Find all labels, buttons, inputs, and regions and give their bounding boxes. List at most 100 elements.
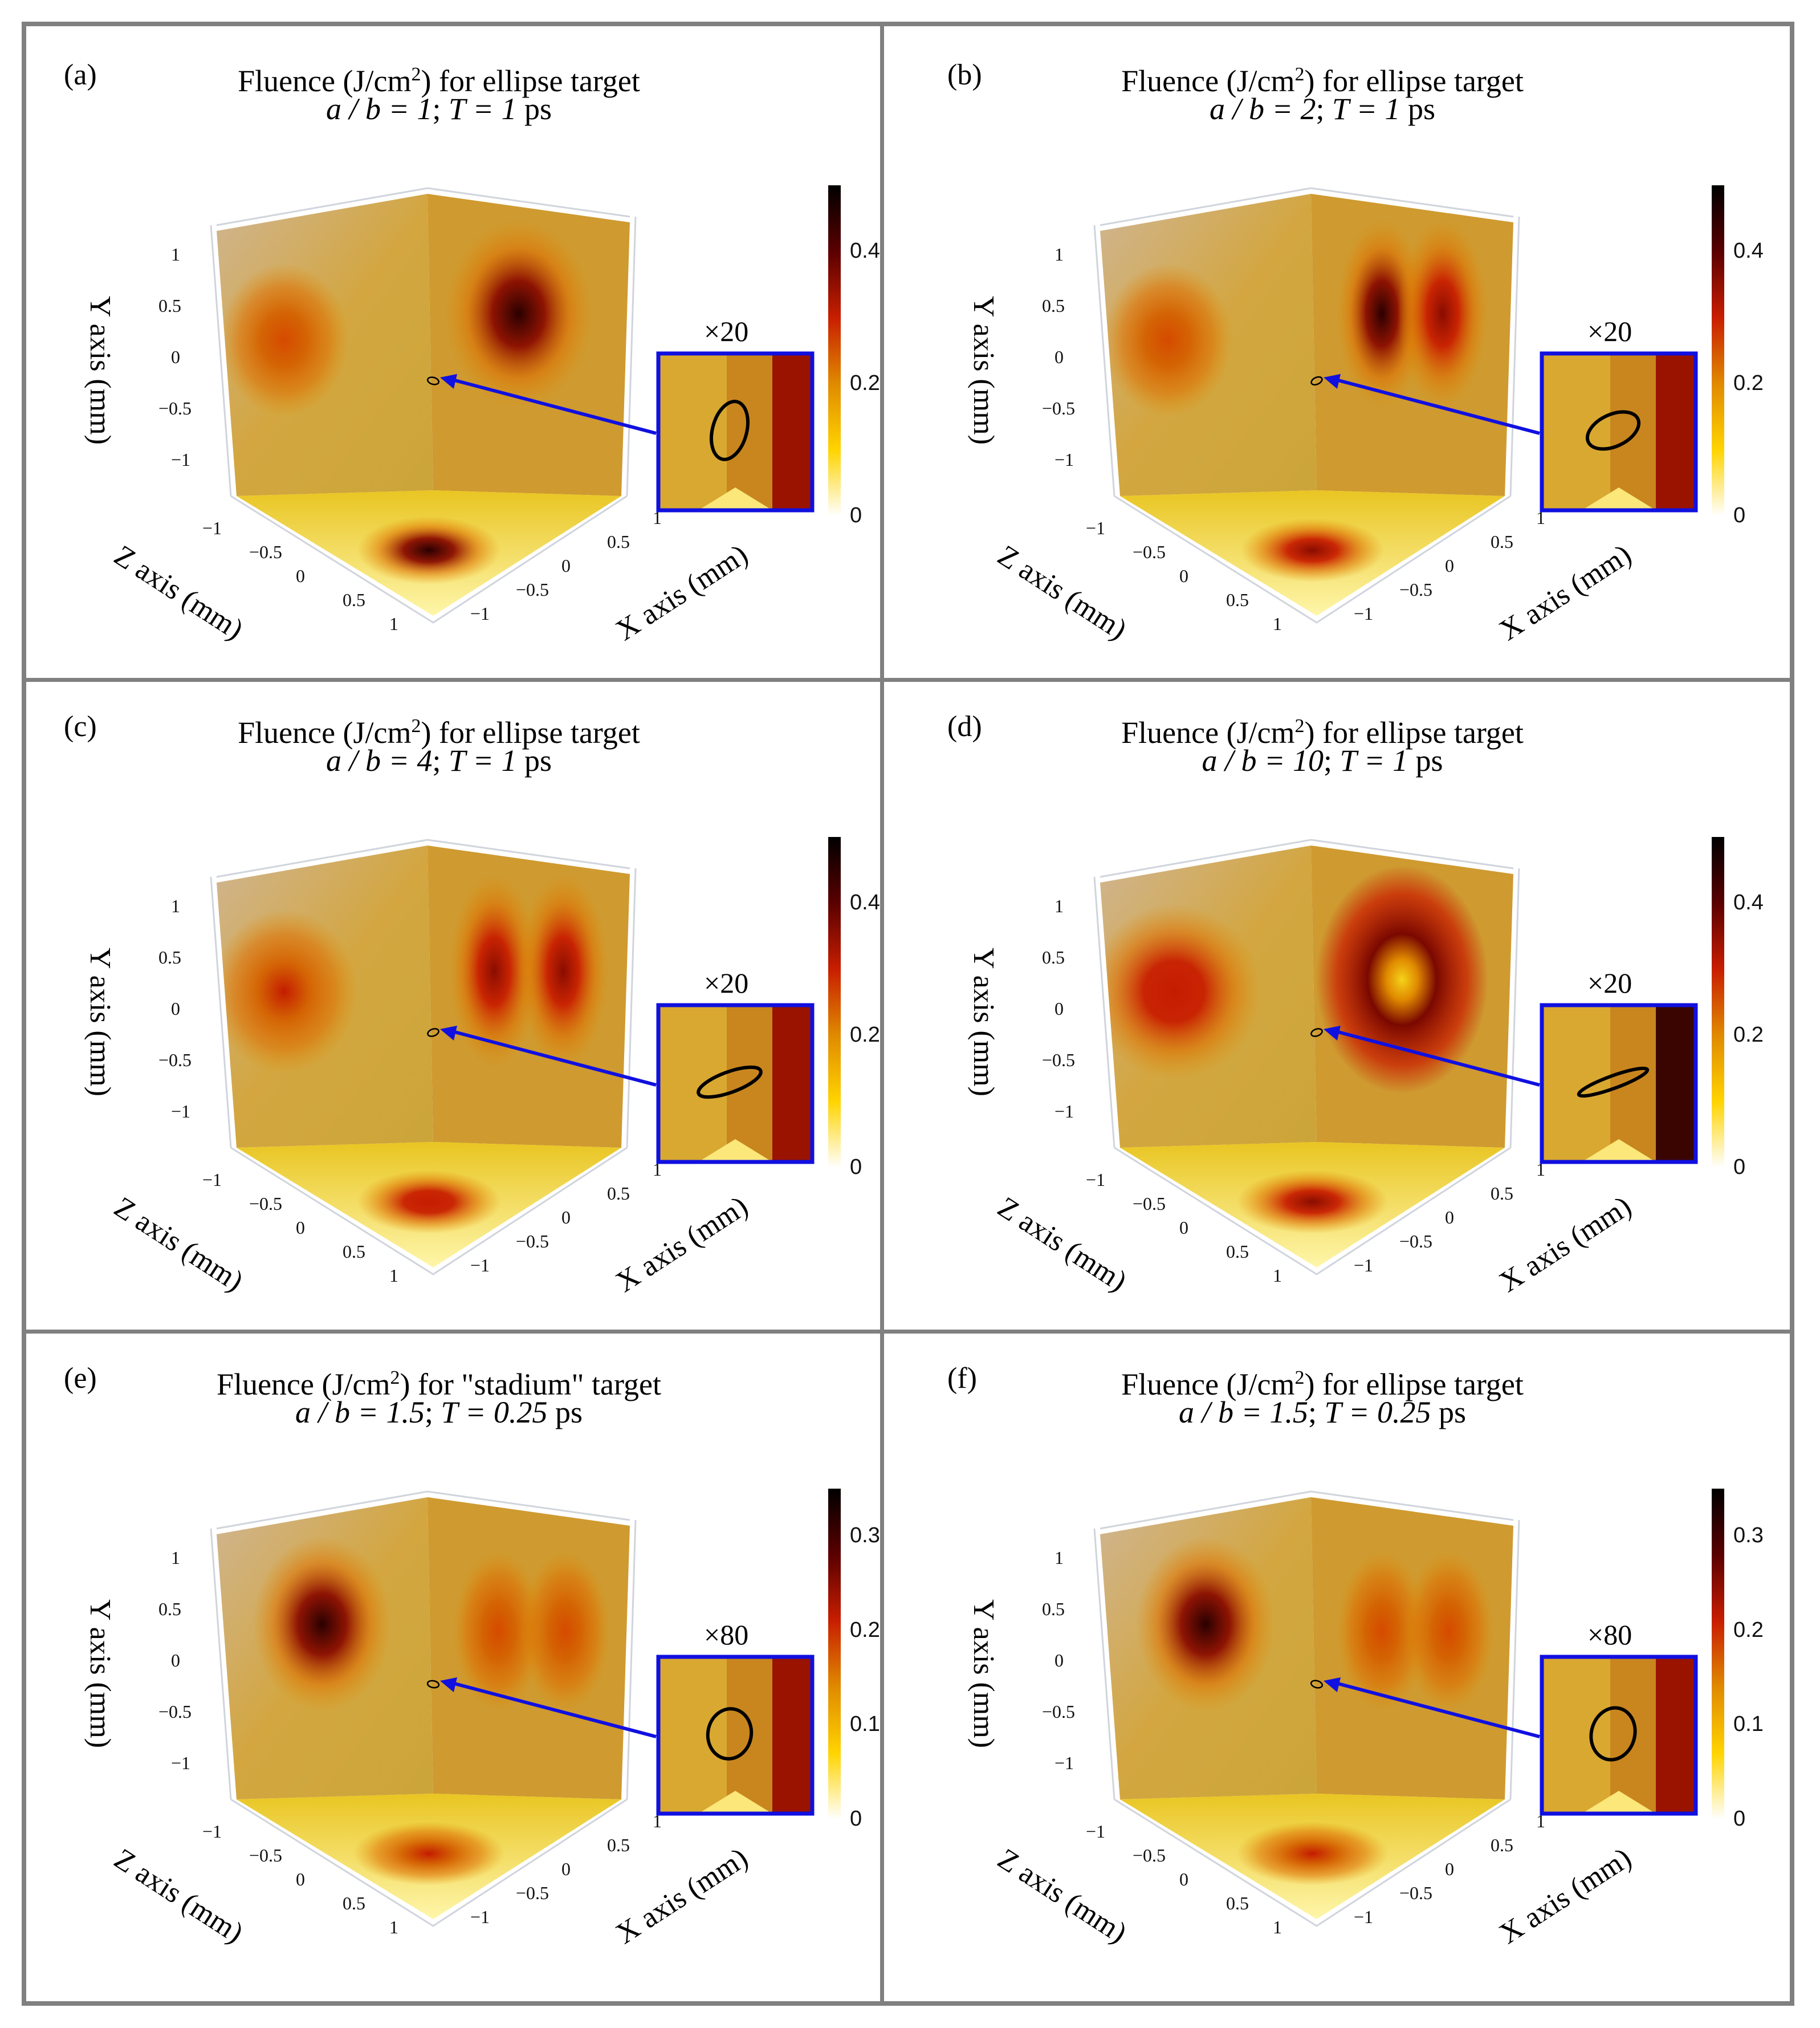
- z-tick-label: 1: [389, 613, 398, 634]
- projection-yz-wall: [1100, 1497, 1317, 1799]
- inset-frame: [1540, 1655, 1698, 1816]
- y-tick-label: 0.5: [1042, 295, 1065, 316]
- colorbar-tick-label: 0.2: [1733, 1617, 1764, 1642]
- y-tick-label: −1: [171, 1101, 191, 1121]
- x-tick-label: 0.5: [607, 1835, 630, 1855]
- colorbar-tick-label: 0.2: [850, 1617, 880, 1642]
- y-tick-label: 0.5: [1042, 947, 1065, 968]
- chart-subtitle: a / b = 1; T = 1 ps: [326, 92, 552, 126]
- chart-subtitle: a / b = 4; T = 1 ps: [326, 743, 552, 778]
- colorbar-tick-label: 0: [850, 1807, 862, 1831]
- inset-frame: [656, 1003, 815, 1164]
- arrow-head: [1324, 374, 1341, 389]
- z-tick-label: 1: [389, 1917, 398, 1937]
- x-tick-label: −0.5: [516, 1883, 549, 1903]
- chart-subtitle: a / b = 1.5; T = 0.25 ps: [295, 1395, 583, 1429]
- x-tick-label: −1: [470, 1907, 490, 1927]
- grid-divider-horizontal-1: [26, 678, 1790, 682]
- chart-subtitle: a / b = 1.5; T = 0.25 ps: [1179, 1395, 1466, 1429]
- target-marker: [1310, 1680, 1324, 1689]
- fluence-peak: [217, 909, 358, 1074]
- y-tick-label: 0: [171, 347, 180, 367]
- panel-d: (d) Fluence (J/cm2) for ellipse target a /…: [912, 680, 1764, 1313]
- projection-xz-floor: [1120, 490, 1505, 616]
- target-outline: [1589, 1706, 1637, 1762]
- zoom-inset: [656, 351, 815, 513]
- x-tick-label: 0.5: [1491, 1183, 1513, 1204]
- z-tick-label: −0.5: [249, 542, 283, 562]
- y-tick-label: 1: [1054, 896, 1064, 916]
- z-tick-label: 0: [296, 1869, 305, 1889]
- z-tick-label: 1: [1273, 613, 1282, 634]
- zoom-arrow: [450, 1681, 657, 1738]
- fluence-peak: [1102, 263, 1233, 417]
- fluence-peak: [1316, 865, 1488, 1094]
- zoom-arrow: [1333, 1681, 1540, 1738]
- panel-label: (f): [947, 1362, 977, 1395]
- projection-xz-floor: [1120, 1142, 1505, 1267]
- x-tick-label: 0: [1445, 1207, 1454, 1228]
- projection-xy-wall: [427, 194, 630, 496]
- z-tick-label: 0: [296, 566, 305, 586]
- colorbar-tick-label: 0.2: [850, 1023, 880, 1047]
- y-tick-label: −1: [1054, 1753, 1074, 1773]
- fluence-peak: [1397, 220, 1488, 408]
- x-tick-label: −0.5: [1399, 579, 1433, 600]
- panel-label: (c): [64, 710, 97, 743]
- z-tick-label: 0.5: [343, 590, 365, 610]
- x-tick-label: 0: [561, 1207, 571, 1228]
- inset-frame: [656, 351, 815, 513]
- y-axis-label: Y axis (mm): [83, 948, 116, 1096]
- z-tick-label: 0.5: [1226, 1241, 1249, 1262]
- target-marker: [1310, 376, 1323, 386]
- x-tick-label: −0.5: [516, 579, 549, 600]
- y-tick-label: −1: [1054, 449, 1074, 470]
- chart-subtitle: a / b = 2; T = 1 ps: [1210, 92, 1435, 126]
- panel-label: (b): [947, 59, 982, 91]
- y-tick-label: −0.5: [158, 398, 192, 418]
- y-tick-label: 0.5: [158, 295, 181, 316]
- zoom-arrow: [450, 377, 657, 435]
- colorbar-tick-label: 0: [850, 1155, 862, 1179]
- fluence-peak: [1236, 1822, 1389, 1885]
- y-tick-label: −0.5: [1042, 398, 1076, 418]
- colorbar: [1712, 1489, 1724, 1819]
- z-tick-label: −1: [202, 1821, 222, 1842]
- colorbar: [828, 837, 841, 1168]
- arrow-head: [440, 1026, 457, 1041]
- y-tick-label: 0: [1054, 347, 1064, 367]
- z-tick-label: −0.5: [249, 1845, 283, 1866]
- y-tick-label: −0.5: [1042, 1701, 1076, 1722]
- projection-xz-floor: [237, 1794, 621, 1919]
- projection-xy-wall: [1311, 194, 1513, 496]
- z-tick-label: 0.5: [343, 1241, 365, 1262]
- y-tick-label: 0.5: [158, 1599, 181, 1619]
- colorbar-tick-label: 0.1: [850, 1712, 880, 1737]
- z-tick-label: −0.5: [1133, 1193, 1166, 1214]
- projection-yz-wall: [217, 846, 433, 1148]
- y-tick-label: −1: [1054, 1101, 1074, 1121]
- y-tick-label: 0: [1054, 1650, 1064, 1671]
- panel-a: (a) Fluence (J/cm2) for ellipse target a /…: [28, 29, 880, 661]
- projection-yz-wall: [1100, 194, 1317, 496]
- axis-box: [210, 839, 637, 1275]
- panel-label: (d): [947, 710, 982, 743]
- y-tick-label: 0: [1054, 998, 1064, 1019]
- y-tick-label: 0: [171, 1650, 180, 1671]
- zoom-inset: [656, 1655, 815, 1816]
- fluence-peak: [357, 516, 501, 584]
- fluence-peak: [1136, 1536, 1275, 1712]
- x-tick-label: 1: [1536, 1159, 1545, 1180]
- fluence-peak: [518, 874, 609, 1068]
- projection-yz-wall: [1100, 846, 1317, 1148]
- colorbar: [828, 185, 841, 516]
- z-tick-label: −0.5: [1133, 542, 1166, 562]
- x-tick-label: 0.5: [607, 1183, 630, 1204]
- zoom-arrow: [450, 1029, 657, 1087]
- y-tick-label: −0.5: [158, 1050, 192, 1070]
- x-tick-label: −1: [1354, 1907, 1374, 1927]
- zoom-factor-label: ×80: [704, 1619, 749, 1651]
- grid-divider-vertical: [880, 26, 884, 2001]
- plot-3d: [210, 185, 841, 624]
- z-tick-label: −1: [202, 518, 222, 538]
